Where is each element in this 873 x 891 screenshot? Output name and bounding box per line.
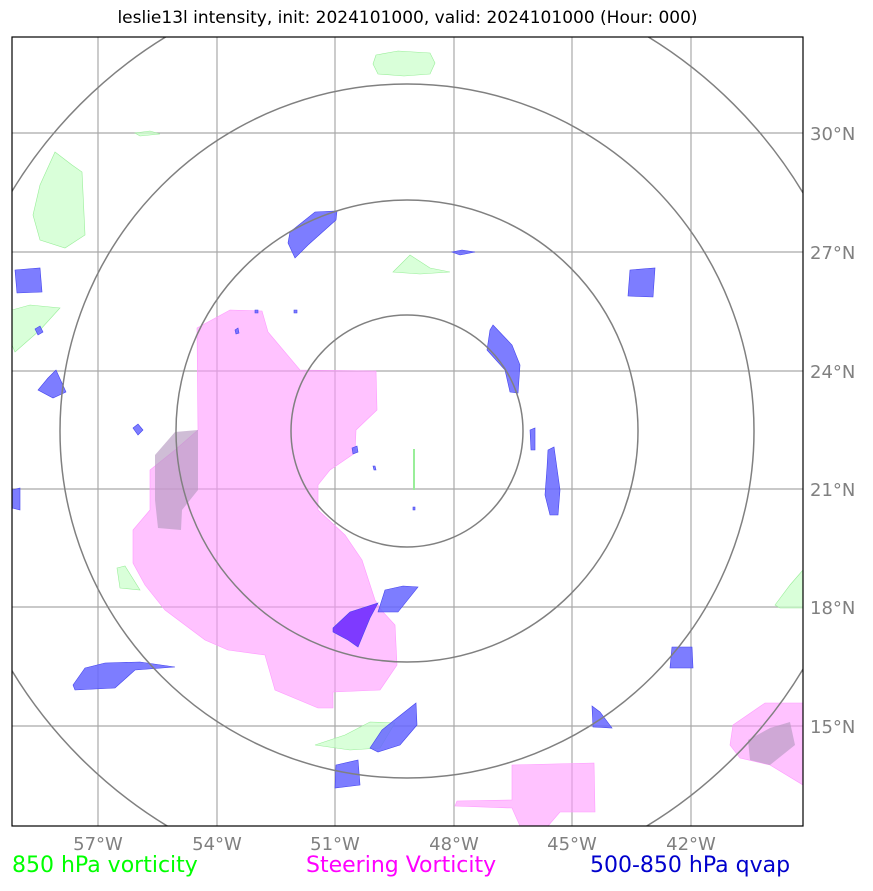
latitude-labels: 30°N 27°N 24°N 21°N 18°N 15°N	[810, 124, 855, 738]
qvap-patch	[591, 705, 613, 729]
legend-steering-vorticity: Steering Vorticity	[306, 853, 497, 878]
qvap-patch	[372, 465, 377, 471]
lat-label: 21°N	[810, 480, 855, 501]
qvap-patch	[334, 759, 361, 789]
lat-label: 18°N	[810, 598, 855, 619]
qvap-patch	[450, 249, 476, 256]
qvap-patch	[332, 602, 379, 648]
qvap-patch	[486, 324, 521, 394]
qvap-patch	[529, 427, 536, 451]
qvap-patch	[34, 325, 44, 336]
qvap-patch	[377, 585, 419, 613]
vorticity-850-contours	[12, 50, 803, 751]
vorticity-patch	[116, 565, 141, 591]
lat-label: 30°N	[810, 124, 855, 145]
lon-label: 48°W	[429, 834, 479, 855]
qvap-patch	[544, 446, 561, 516]
lon-label: 51°W	[310, 834, 360, 855]
lat-label: 15°N	[810, 717, 855, 738]
qvap-patch	[293, 309, 298, 314]
steering-patch	[132, 309, 398, 709]
lat-label: 24°N	[810, 362, 855, 383]
range-ring	[59, 83, 755, 779]
lon-label: 57°W	[73, 834, 123, 855]
map-frame	[11, 36, 804, 827]
qvap-patch	[351, 445, 359, 455]
legend-850-vorticity: 850 hPa vorticity	[12, 853, 198, 878]
vorticity-patch	[134, 130, 161, 137]
overlap-patch	[155, 430, 198, 530]
qvap-patch	[627, 267, 656, 298]
range-ring	[175, 199, 639, 663]
vorticity-patch	[392, 254, 451, 275]
qvap-patch	[412, 506, 416, 511]
qvap-patch	[287, 210, 338, 259]
vorticity-patch	[774, 569, 803, 609]
overlap-patch	[748, 722, 795, 765]
qvap-patch	[254, 309, 259, 314]
graticule	[12, 37, 803, 826]
qvap-patch	[37, 369, 67, 399]
qvap-patch	[12, 487, 21, 511]
overlap-regions	[155, 430, 795, 765]
legend-qvap: 500-850 hPa qvap	[590, 853, 791, 878]
lat-label: 27°N	[810, 243, 855, 264]
qvap-patch	[14, 267, 43, 294]
qvap-patch	[72, 661, 176, 691]
qvap-patch	[669, 646, 694, 669]
map-background	[12, 37, 803, 826]
qvap-patch	[132, 423, 144, 436]
lon-label: 54°W	[192, 834, 242, 855]
longitude-labels: 57°W 54°W 51°W 48°W 45°W 42°W	[73, 834, 716, 855]
qvap-contours	[12, 210, 694, 789]
vorticity-patch	[372, 50, 436, 77]
map-title: leslie13l intensity, init: 2024101000, v…	[117, 8, 698, 28]
range-ring	[290, 314, 524, 548]
steering-patch	[454, 762, 596, 826]
lon-label: 45°W	[547, 834, 597, 855]
vorticity-patch	[32, 151, 86, 249]
lon-label: 42°W	[666, 834, 716, 855]
qvap-patch	[234, 327, 240, 335]
qvap-patch	[369, 702, 418, 753]
